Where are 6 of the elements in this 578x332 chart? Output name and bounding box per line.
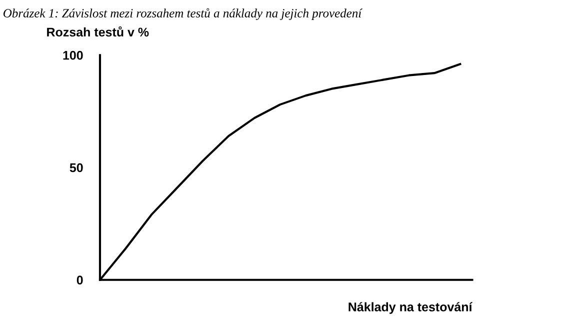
y-axis-title: Rozsah testů v % [47, 26, 149, 37]
y-tick-label: 100 [63, 50, 83, 60]
y-tick-label: 0 [76, 276, 83, 285]
x-axis-title: Náklady na testování [348, 302, 473, 314]
y-tick-label: 50 [70, 163, 83, 172]
chart-title: Obrázek 1: Závislost mezi rozsahem testů a náklady na jejich provedení [4, 8, 363, 20]
